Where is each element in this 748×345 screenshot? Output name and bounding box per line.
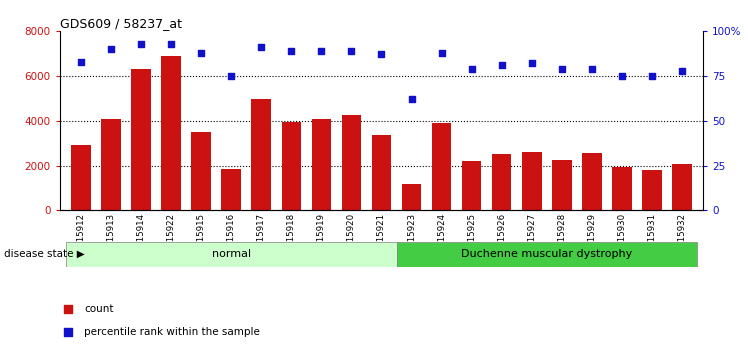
Point [346, 48, 358, 53]
Bar [492, 155, 512, 210]
Point [405, 97, 417, 102]
Bar [131, 69, 151, 210]
Point [316, 48, 328, 53]
Bar [612, 167, 632, 210]
Point [225, 73, 237, 79]
Bar [251, 99, 271, 210]
Bar [101, 119, 120, 210]
Point [285, 48, 297, 53]
Point [616, 73, 628, 79]
Bar [672, 165, 692, 210]
Bar [342, 115, 361, 210]
Bar [281, 122, 301, 210]
Point [556, 66, 568, 71]
Bar [191, 132, 211, 210]
Point [165, 41, 177, 46]
Bar [372, 135, 391, 210]
Point [61, 329, 73, 334]
Point [646, 73, 658, 79]
Bar [462, 161, 482, 210]
Text: count: count [85, 304, 114, 314]
Text: disease state ▶: disease state ▶ [4, 249, 85, 258]
Text: normal: normal [212, 249, 251, 259]
Point [195, 50, 207, 55]
Point [526, 61, 538, 66]
Bar [221, 169, 241, 210]
Bar [66, 241, 396, 267]
Text: percentile rank within the sample: percentile rank within the sample [85, 327, 260, 337]
Point [435, 50, 447, 55]
Bar [396, 241, 697, 267]
Point [676, 68, 688, 73]
Bar [522, 152, 542, 210]
Text: Duchenne muscular dystrophy: Duchenne muscular dystrophy [462, 249, 632, 259]
Bar [71, 146, 91, 210]
Bar [402, 184, 421, 210]
Point [135, 41, 147, 46]
Text: GDS609 / 58237_at: GDS609 / 58237_at [60, 17, 182, 30]
Point [105, 46, 117, 52]
Point [466, 66, 478, 71]
Point [75, 59, 87, 64]
Bar [312, 119, 331, 210]
Point [255, 45, 267, 50]
Point [496, 62, 508, 68]
Point [61, 306, 73, 312]
Point [586, 66, 598, 71]
Bar [162, 56, 181, 210]
Bar [643, 170, 662, 210]
Bar [582, 153, 601, 210]
Point [375, 52, 387, 57]
Bar [552, 160, 571, 210]
Bar [432, 123, 451, 210]
